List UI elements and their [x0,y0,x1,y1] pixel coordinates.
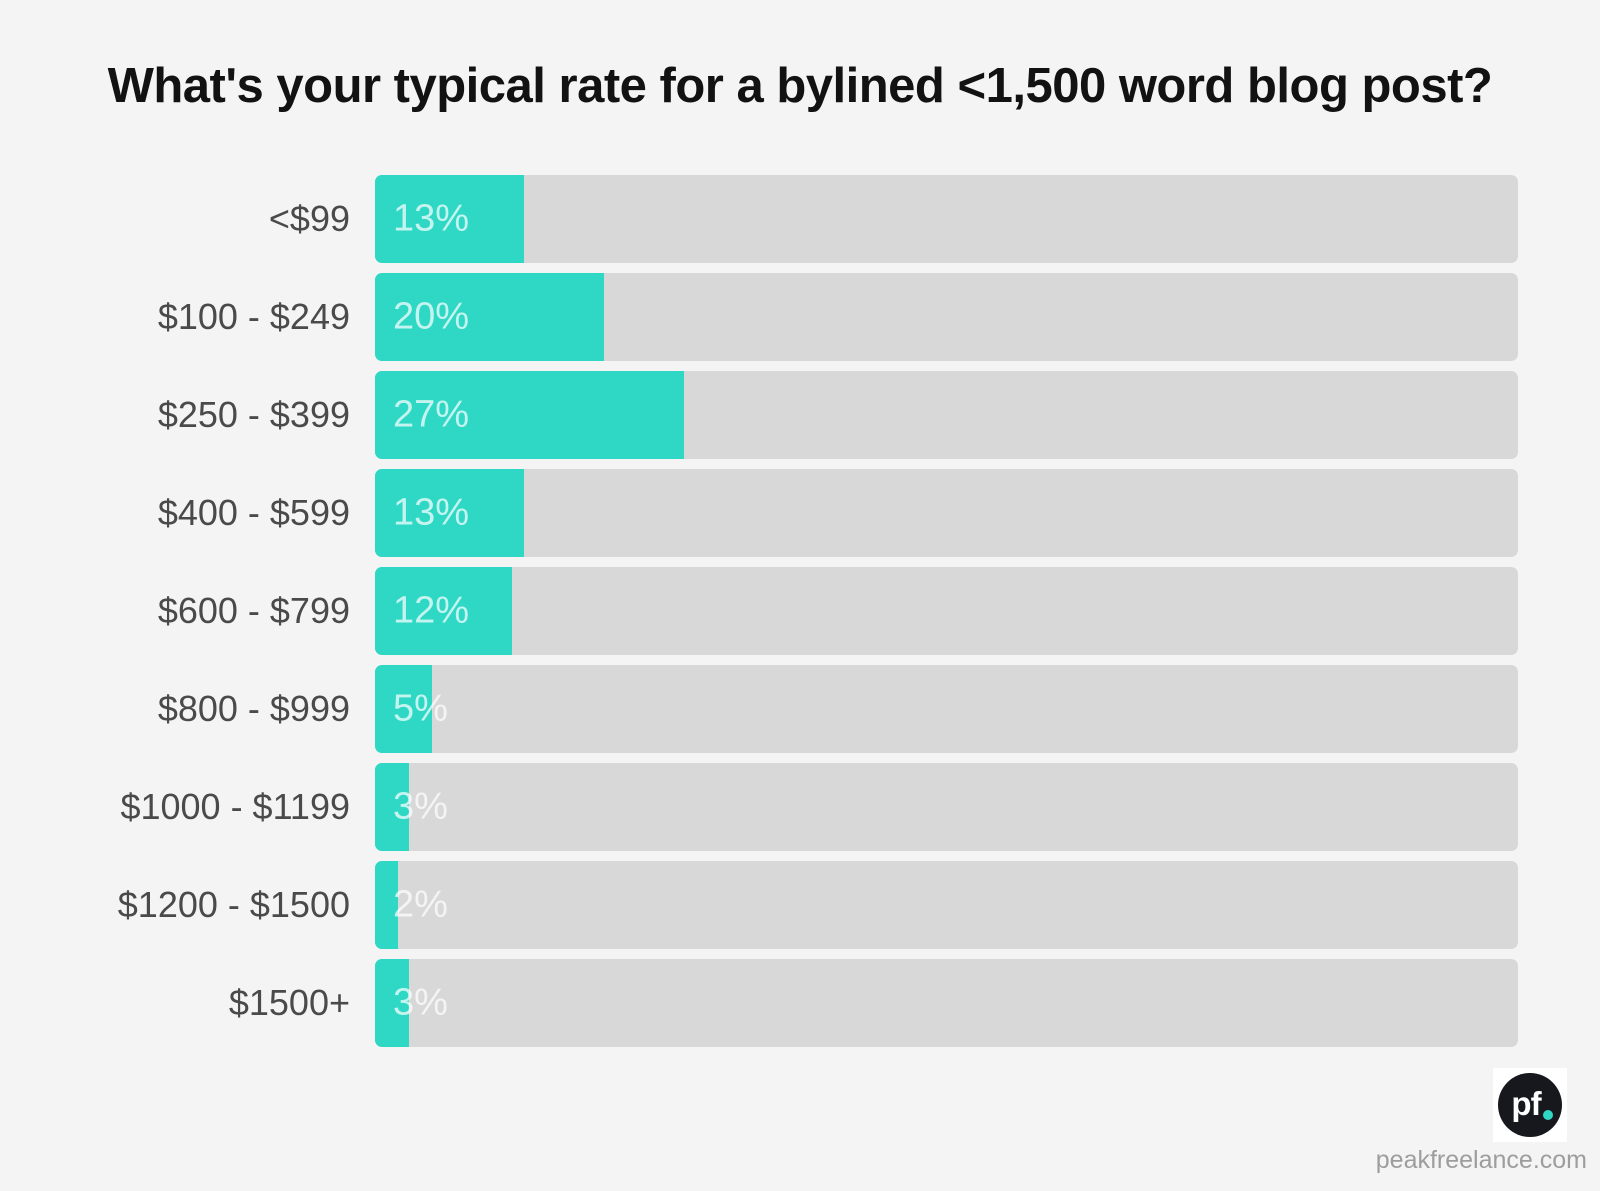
bar-row: $250 - $399 27% [0,371,1518,459]
chart-title: What's your typical rate for a bylined <… [107,59,1493,113]
bar-row: $1200 - $1500 2% [0,861,1518,949]
category-label: $1000 - $1199 [120,786,350,827]
brand-logo: pf [1493,1068,1567,1142]
bar-row: $1000 - $1199 3% [0,763,1518,851]
category-label: $250 - $399 [157,394,350,435]
category-label: $800 - $999 [157,688,350,729]
bar-track: 2% [375,861,1518,949]
bar-track: 27% [375,371,1518,459]
bar-fill [375,763,410,851]
value-label: 20% [393,295,470,338]
category-label: $400 - $599 [157,492,350,533]
bar-track: 20% [375,273,1518,361]
bar-row: $1500+ 3% [0,959,1518,1047]
bar-fill [375,469,524,557]
bar-fill [375,273,604,361]
category-label: <$99 [268,198,350,239]
value-label: 3% [393,981,448,1024]
bar-track: 12% [375,567,1518,655]
bar-fill [375,861,398,949]
peakfreelance-logo-icon: pf [1498,1073,1562,1137]
category-label: $100 - $249 [157,296,350,337]
bar-fill [375,371,684,459]
bar-track: 5% [375,665,1518,753]
value-label: 13% [393,491,470,534]
bar-fill [375,567,513,655]
logo-letters: pf [1511,1085,1541,1122]
value-label: 13% [393,197,470,240]
bar-fill [375,175,524,263]
bar-row: $600 - $799 12% [0,567,1518,655]
value-label: 2% [393,883,448,926]
bar-row: $800 - $999 5% [0,665,1518,753]
bar-fill [375,665,433,753]
value-label: 5% [393,687,448,730]
value-label: 12% [393,589,470,632]
category-label: $1500+ [228,982,350,1023]
bar-track: 3% [375,959,1518,1047]
bar-row: $400 - $599 13% [0,469,1518,557]
bar-chart: <$99 13% $100 - $249 20% $250 - $399 27%… [0,175,1518,1047]
bar-track: 13% [375,175,1518,263]
logo-dot-icon [1543,1110,1553,1120]
bar-row: $100 - $249 20% [0,273,1518,361]
category-label: $1200 - $1500 [117,884,350,925]
bar-row: <$99 13% [0,175,1518,263]
bar-track: 13% [375,469,1518,557]
value-label: 27% [393,393,470,436]
value-label: 3% [393,785,448,828]
website-url: peakfreelance.com [1375,1146,1587,1174]
category-label: $600 - $799 [157,590,350,631]
bar-fill [375,959,410,1047]
bar-track: 3% [375,763,1518,851]
